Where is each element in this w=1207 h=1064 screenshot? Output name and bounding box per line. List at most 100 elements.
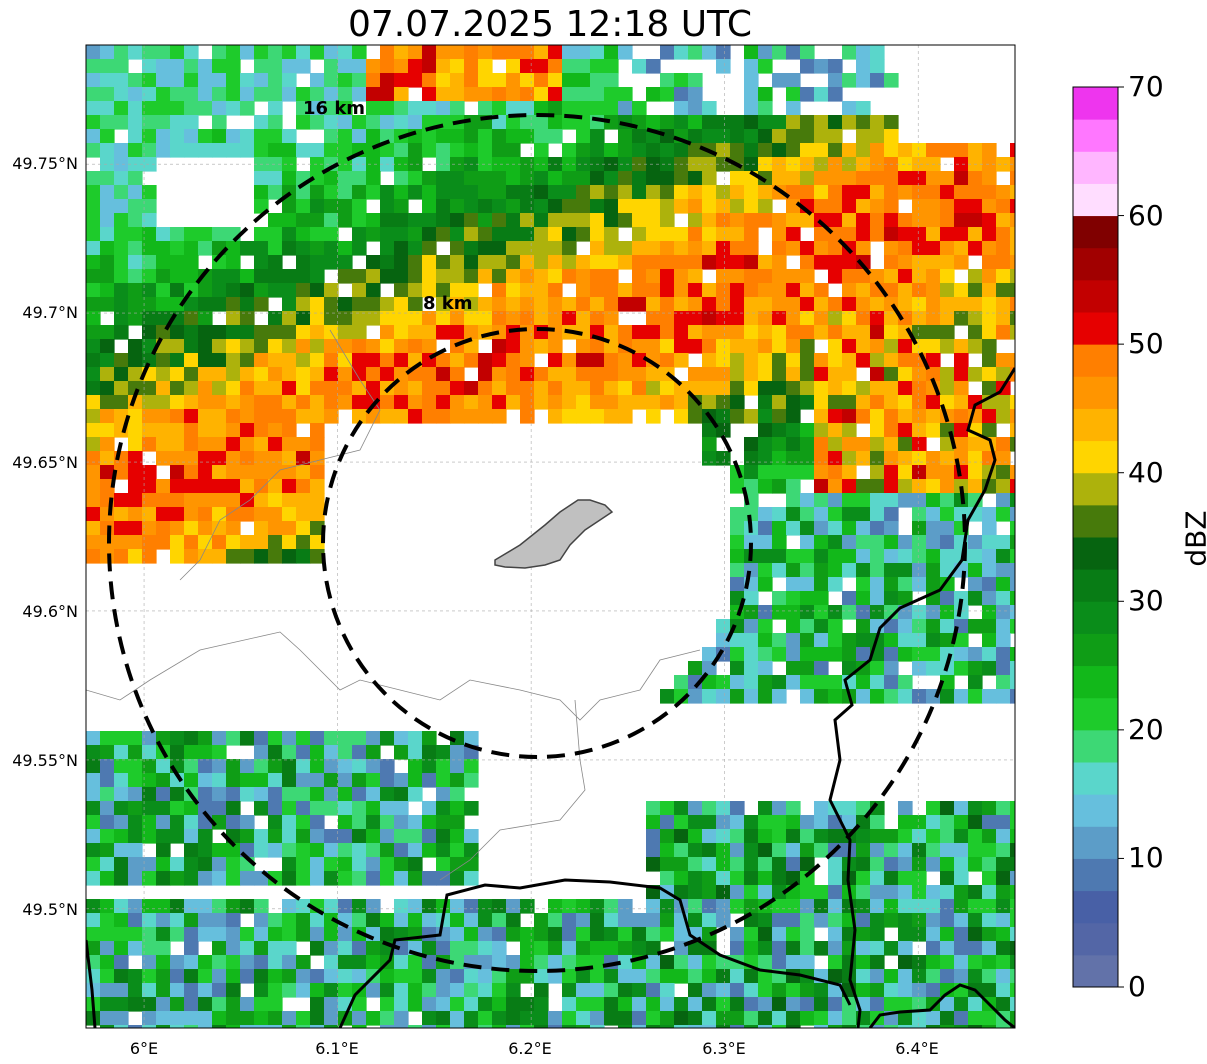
- echo-gate: [408, 157, 423, 172]
- echo-gate: [926, 549, 941, 564]
- echo-gate: [170, 983, 185, 998]
- echo-gate: [380, 997, 395, 1012]
- echo-gate: [436, 395, 451, 410]
- echo-gate: [254, 773, 269, 788]
- echo-gate: [646, 815, 661, 830]
- echo-gate: [1010, 1011, 1015, 1026]
- echo-gate: [86, 143, 101, 158]
- echo-gate: [912, 605, 927, 620]
- echo-gate: [114, 507, 129, 522]
- echo-gate: [198, 745, 213, 760]
- echo-gate: [198, 969, 213, 984]
- echo-gate: [912, 997, 927, 1012]
- echo-gate: [408, 241, 423, 256]
- echo-gate: [212, 325, 227, 340]
- echo-gate: [856, 857, 871, 872]
- echo-gate: [422, 269, 437, 284]
- echo-gate: [226, 395, 241, 410]
- echo-gate: [828, 549, 843, 564]
- echo-gate: [128, 213, 143, 228]
- echo-gate: [380, 1011, 395, 1026]
- echo-gate: [828, 395, 843, 410]
- echo-gate: [856, 885, 871, 900]
- echo-gate: [800, 563, 815, 578]
- echo-gate: [422, 983, 437, 998]
- echo-gate: [968, 213, 983, 228]
- echo-gate: [310, 451, 325, 466]
- echo-gate: [856, 983, 871, 998]
- echo-gate: [212, 129, 227, 144]
- echo-gate: [996, 311, 1011, 326]
- echo-gate: [702, 325, 717, 340]
- echo-gate: [800, 423, 815, 438]
- echo-gate: [590, 297, 605, 312]
- echo-gate: [282, 73, 297, 88]
- echo-gate: [716, 857, 731, 872]
- echo-gate: [310, 731, 325, 746]
- echo-gate: [492, 899, 507, 914]
- echo-gate: [198, 787, 213, 802]
- echo-gate: [856, 633, 871, 648]
- echo-gate: [296, 1011, 311, 1026]
- echo-gate: [758, 409, 773, 424]
- lat-tick: 49.6°N: [22, 602, 78, 621]
- echo-gate: [772, 297, 787, 312]
- echo-gate: [702, 801, 717, 816]
- echo-gate: [226, 269, 241, 284]
- echo-gate: [352, 45, 367, 60]
- echo-gate: [856, 1025, 871, 1028]
- echo-gate: [590, 255, 605, 270]
- echo-gate: [856, 661, 871, 676]
- echo-gate: [310, 465, 325, 480]
- echo-gate: [856, 255, 871, 270]
- echo-gate: [240, 969, 255, 984]
- echo-gate: [730, 339, 745, 354]
- echo-gate: [772, 857, 787, 872]
- echo-gate: [142, 395, 157, 410]
- echo-gate: [786, 325, 801, 340]
- echo-gate: [436, 227, 451, 242]
- echo-gate: [436, 801, 451, 816]
- echo-gate: [478, 199, 493, 214]
- echo-gate: [856, 521, 871, 536]
- echo-gate: [142, 745, 157, 760]
- echo-gate: [394, 171, 409, 186]
- echo-gate: [198, 73, 213, 88]
- echo-gate: [450, 171, 465, 186]
- echo-gate: [352, 969, 367, 984]
- echo-gate: [212, 969, 227, 984]
- echo-gate: [800, 297, 815, 312]
- echo-gate: [254, 983, 269, 998]
- echo-gate: [394, 983, 409, 998]
- echo-gate: [128, 913, 143, 928]
- echo-gate: [912, 157, 927, 172]
- echo-gate: [702, 899, 717, 914]
- echo-gate: [744, 885, 759, 900]
- echo-gate: [86, 185, 101, 200]
- echo-gate: [534, 367, 549, 382]
- echo-gate: [324, 227, 339, 242]
- echo-gate: [688, 857, 703, 872]
- echo-gate: [114, 255, 129, 270]
- echo-gate: [660, 395, 675, 410]
- echo-gate: [534, 213, 549, 228]
- echo-gate: [912, 549, 927, 564]
- echo-gate: [128, 787, 143, 802]
- echo-gate: [422, 941, 437, 956]
- echo-gate: [380, 101, 395, 116]
- echo-gate: [450, 325, 465, 340]
- echo-gate: [520, 255, 535, 270]
- echo-gate: [856, 339, 871, 354]
- echo-gate: [338, 59, 353, 74]
- graticule-grid: [86, 45, 1015, 1028]
- echo-gate: [618, 255, 633, 270]
- echo-gate: [198, 311, 213, 326]
- echo-gate: [310, 325, 325, 340]
- echo-gate: [86, 339, 101, 354]
- echo-gate: [534, 143, 549, 158]
- echo-gate: [562, 45, 577, 60]
- echo-gate: [716, 829, 731, 844]
- echo-gate: [184, 535, 199, 550]
- echo-gate: [450, 913, 465, 928]
- echo-gate: [86, 199, 101, 214]
